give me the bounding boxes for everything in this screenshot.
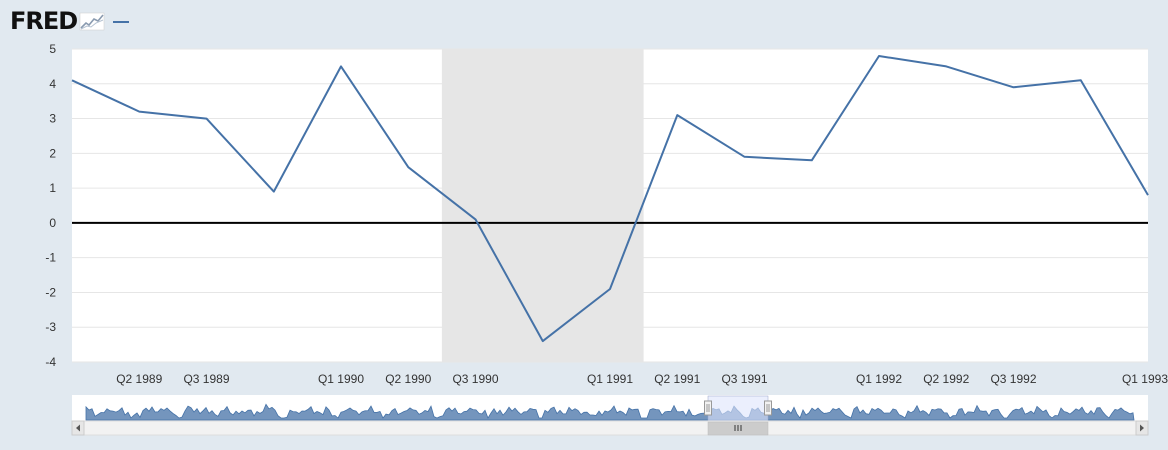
y-tick-label: -1 [45, 251, 56, 265]
x-tick-label: Q1 1991 [587, 372, 633, 386]
x-tick-label: Q1 1993 [1122, 372, 1168, 386]
arrow-right-icon[interactable] [1135, 420, 1149, 436]
y-tick-label: -3 [45, 320, 56, 334]
x-tick-label: Q2 1989 [116, 372, 162, 386]
arrow-left-icon[interactable] [71, 420, 85, 436]
navigator-handle-right[interactable] [764, 400, 772, 416]
y-tick-label: 2 [49, 146, 56, 160]
data-point[interactable] [406, 165, 411, 170]
x-tick-label: Q1 1992 [856, 372, 902, 386]
data-point[interactable] [540, 339, 545, 344]
y-tick-label: 4 [49, 77, 56, 91]
data-point[interactable] [1146, 193, 1151, 198]
data-point[interactable] [271, 189, 276, 194]
x-tick-label: Q3 1992 [990, 372, 1036, 386]
navigator-handle-left[interactable] [704, 400, 712, 416]
legend-series-swatch [113, 21, 130, 23]
scrollbar-track[interactable] [71, 420, 1149, 436]
chart-header: FRED [10, 6, 130, 36]
data-point[interactable] [608, 286, 613, 291]
navigator[interactable] [72, 395, 1148, 422]
data-point[interactable] [675, 113, 680, 118]
x-tick-label: Q2 1991 [654, 372, 700, 386]
x-tick-label: Q2 1992 [923, 372, 969, 386]
data-point[interactable] [339, 64, 344, 69]
data-point[interactable] [944, 64, 949, 69]
x-tick-label: Q3 1991 [721, 372, 767, 386]
data-point[interactable] [204, 116, 209, 121]
y-tick-label: 3 [49, 112, 56, 126]
y-tick-label: 5 [49, 42, 56, 56]
x-tick-label: Q2 1990 [385, 372, 431, 386]
x-tick-label: Q3 1990 [452, 372, 498, 386]
series-line[interactable] [71, 55, 1149, 343]
data-point[interactable] [742, 154, 747, 159]
y-tick-label: -2 [45, 285, 56, 299]
y-tick-label: 1 [49, 181, 56, 195]
x-tick-label: Q1 1990 [318, 372, 364, 386]
data-point[interactable] [473, 217, 478, 222]
line-chart-icon [79, 12, 105, 31]
data-point[interactable] [1078, 78, 1083, 83]
data-point[interactable] [137, 109, 142, 114]
data-point[interactable] [70, 78, 75, 83]
x-tick-label: Q3 1989 [183, 372, 229, 386]
fred-logo[interactable]: FRED [10, 7, 78, 35]
navigator-series-area [85, 403, 1135, 421]
navigator-selected-range[interactable] [707, 395, 769, 422]
y-tick-label: -4 [45, 355, 56, 369]
data-point[interactable] [1011, 85, 1016, 90]
data-point[interactable] [877, 53, 882, 58]
scrollbar[interactable] [71, 420, 1149, 436]
grip-icon [734, 425, 742, 431]
y-tick-label: 0 [49, 216, 56, 230]
data-point[interactable] [809, 158, 814, 163]
scrollbar-thumb[interactable] [707, 421, 769, 436]
recession-shading [441, 49, 644, 362]
